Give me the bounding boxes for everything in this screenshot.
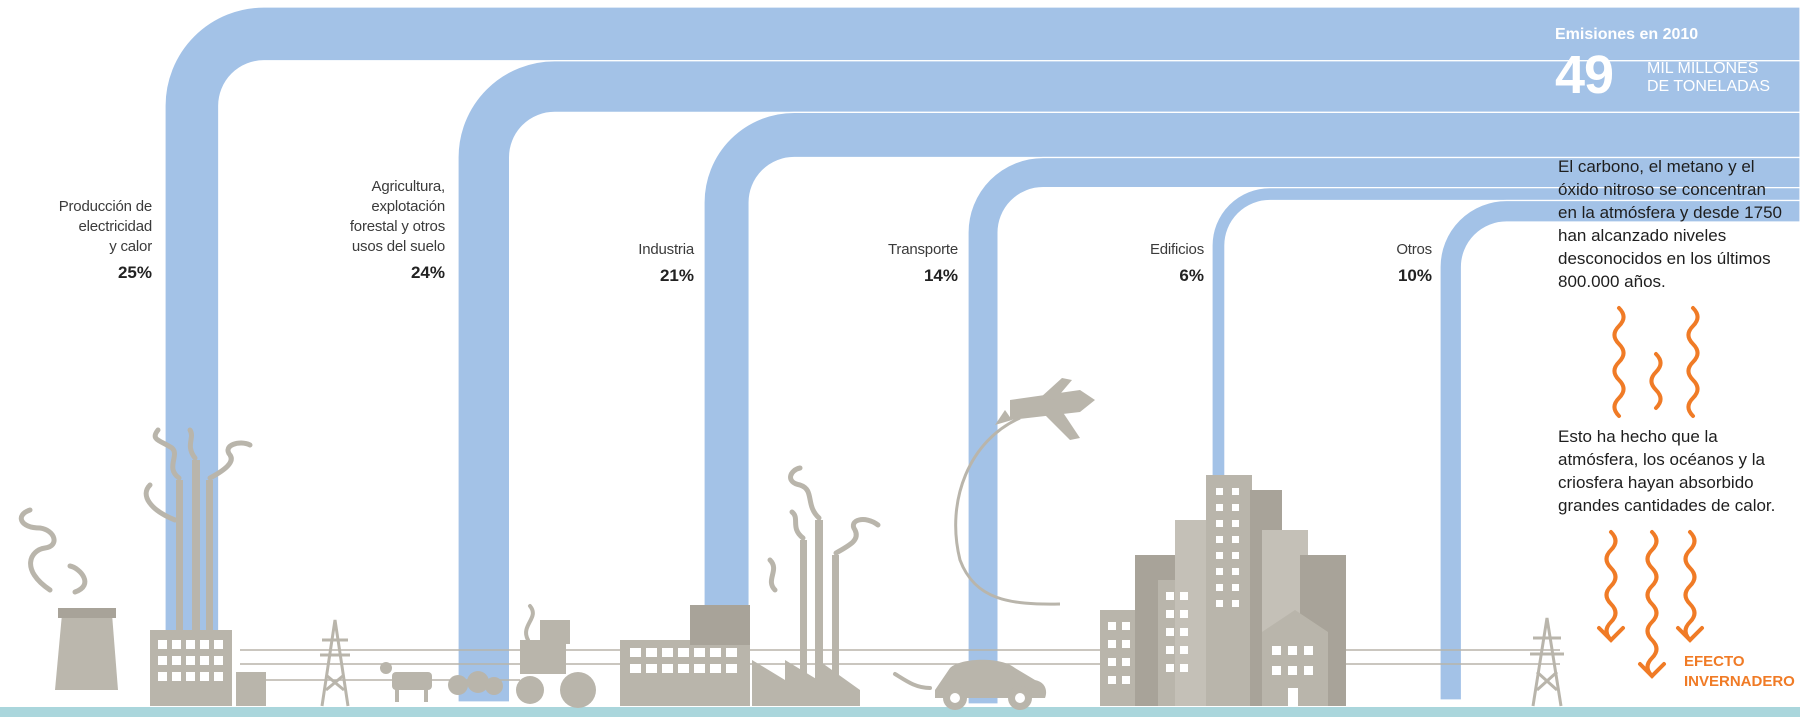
sector-percent: 24% bbox=[410, 263, 445, 282]
total-emissions: Emisiones en 2010 49 MIL MILLONES DE TON… bbox=[1555, 26, 1770, 102]
sector-percent: 14% bbox=[923, 266, 958, 285]
flow-band-1 bbox=[164, 6, 1800, 656]
sector-name: Industria bbox=[638, 241, 694, 258]
note-heat-absorbed: Esto ha hecho que la atmósfera, los océa… bbox=[1558, 427, 1776, 515]
sector-name: Transporte bbox=[888, 241, 958, 258]
sector-name: Agricultura, explotación forestal y otro… bbox=[349, 178, 445, 255]
sector-name: Edificios bbox=[1149, 241, 1204, 258]
total-value: 49 bbox=[1555, 45, 1614, 105]
sector-name: Otros bbox=[1396, 241, 1432, 258]
flow-band-3 bbox=[703, 111, 1800, 613]
sector-label-transport: Transporte 14% bbox=[798, 240, 958, 286]
power-tower-icon-left bbox=[320, 619, 350, 707]
flow-band-4 bbox=[967, 156, 1800, 705]
note-concentration: El carbono, el metano y el óxido nitroso… bbox=[1558, 157, 1782, 291]
heat-wave-down-2-arrowhead bbox=[1638, 662, 1666, 679]
heat-waves bbox=[1597, 306, 1704, 679]
heat-wave-down-3 bbox=[1683, 530, 1697, 642]
flow-band-5 bbox=[1211, 187, 1800, 483]
heat-wave-3 bbox=[1686, 306, 1700, 418]
factory-icon bbox=[620, 465, 881, 706]
sector-label-buildings: Edificios 6% bbox=[1044, 240, 1204, 286]
greenhouse-effect-label: EFECTO INVERNADERO bbox=[1684, 653, 1795, 690]
emission-flows bbox=[164, 6, 1800, 705]
heat-wave-down-2 bbox=[1645, 530, 1659, 678]
farm-icon bbox=[380, 604, 596, 708]
sector-label-others: Otros 10% bbox=[1272, 240, 1432, 286]
sector-label-electricity: Producción de electricidad y calor 25% bbox=[0, 197, 152, 283]
car-plane-icon bbox=[893, 378, 1095, 710]
city-buildings-icon bbox=[1100, 475, 1346, 706]
total-unit: MIL MILLONES DE TONELADAS bbox=[1647, 60, 1771, 95]
heat-wave-1 bbox=[1612, 306, 1626, 418]
flow-band-2 bbox=[457, 60, 1800, 703]
heat-wave-down-3-arrowhead bbox=[1676, 626, 1704, 643]
heat-wave-2 bbox=[1649, 352, 1663, 410]
heat-wave-down-1-arrowhead bbox=[1597, 626, 1625, 643]
power-plant-icon bbox=[18, 427, 266, 706]
sector-name: Producción de electricidad y calor bbox=[58, 198, 152, 255]
sector-percent: 25% bbox=[117, 263, 152, 282]
heat-wave-down-1 bbox=[1604, 530, 1618, 642]
sector-percent: 21% bbox=[659, 266, 694, 285]
total-title: Emisiones en 2010 bbox=[1555, 26, 1699, 43]
sector-label-industry: Industria 21% bbox=[534, 240, 694, 286]
sector-percent: 6% bbox=[1179, 266, 1204, 285]
sector-label-agriculture: Agricultura, explotación forestal y otro… bbox=[275, 177, 445, 283]
flow-band-6 bbox=[1439, 199, 1800, 701]
sector-percent: 10% bbox=[1397, 266, 1432, 285]
ground-strip bbox=[0, 707, 1800, 717]
power-tower-icon bbox=[1530, 617, 1564, 707]
